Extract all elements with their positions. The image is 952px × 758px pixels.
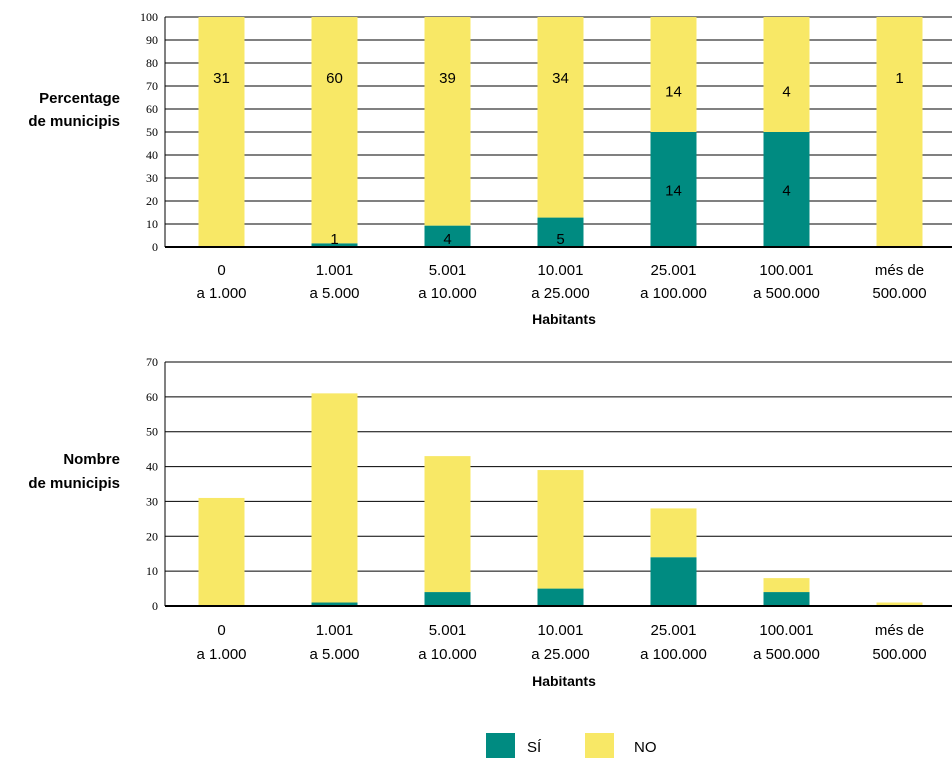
y-tick-label: 10 xyxy=(146,217,158,231)
y-tick-label: 40 xyxy=(146,148,158,162)
x-category-label: 25.001 xyxy=(651,262,697,279)
y-tick-label: 60 xyxy=(146,390,158,404)
legend-label-si: SÍ xyxy=(527,739,542,756)
x-category-label: més de xyxy=(875,622,924,639)
y-tick-label: 100 xyxy=(140,10,158,24)
y-tick-label: 30 xyxy=(146,494,158,508)
x-category-label: a 25.000 xyxy=(531,285,589,302)
bar-si xyxy=(650,557,697,606)
x-category-label: a 500.000 xyxy=(753,646,820,663)
y-tick-label: 50 xyxy=(146,425,158,439)
x-category-label: 0 xyxy=(217,262,225,279)
data-label-si: 14 xyxy=(665,183,682,200)
y-tick-label: 50 xyxy=(146,125,158,139)
x-category-label: 1.001 xyxy=(316,262,354,279)
data-label-si: 1 xyxy=(330,231,338,248)
bar-no xyxy=(424,456,471,593)
bar-no xyxy=(311,17,358,244)
x-category-label: 1.001 xyxy=(316,622,354,639)
y-tick-label: 80 xyxy=(146,56,158,70)
x-category-label: a 100.000 xyxy=(640,646,707,663)
y-axis-title: Percentage xyxy=(39,90,120,107)
y-tick-label: 40 xyxy=(146,460,158,474)
bar-no xyxy=(311,393,358,603)
x-category-label: 10.001 xyxy=(538,622,584,639)
data-label-no: 39 xyxy=(439,70,456,87)
bar-si xyxy=(424,225,471,247)
bar-si xyxy=(650,132,697,247)
chart-1: 0102030405060708090100311604395341414441… xyxy=(28,10,952,327)
y-tick-label: 90 xyxy=(146,33,158,47)
x-category-label: 0 xyxy=(217,622,225,639)
y-axis-title: de municipis xyxy=(28,113,120,130)
bar-no xyxy=(876,17,923,247)
data-label-no: 60 xyxy=(326,70,343,87)
x-category-label: 25.001 xyxy=(651,622,697,639)
x-category-label: 5.001 xyxy=(429,262,467,279)
x-category-label: 10.001 xyxy=(538,262,584,279)
y-tick-label: 20 xyxy=(146,194,158,208)
y-tick-label: 30 xyxy=(146,171,158,185)
x-category-label: a 5.000 xyxy=(309,646,359,663)
y-axis-title: de municipis xyxy=(28,475,120,492)
x-category-label: a 1.000 xyxy=(196,646,246,663)
y-tick-label: 70 xyxy=(146,355,158,369)
x-axis-title: Habitants xyxy=(532,673,596,689)
bar-no xyxy=(424,17,471,226)
bar-si xyxy=(311,243,358,247)
x-category-label: 500.000 xyxy=(872,646,926,663)
x-category-label: a 1.000 xyxy=(196,285,246,302)
x-category-label: a 10.000 xyxy=(418,285,476,302)
bar-no xyxy=(650,508,697,558)
x-category-label: 100.001 xyxy=(759,262,813,279)
x-category-label: 500.000 xyxy=(872,285,926,302)
x-category-label: a 5.000 xyxy=(309,285,359,302)
data-label-si: 4 xyxy=(782,183,790,200)
data-label-si: 5 xyxy=(556,231,564,248)
bar-no xyxy=(537,470,584,589)
y-tick-label: 10 xyxy=(146,564,158,578)
x-category-label: a 500.000 xyxy=(753,285,820,302)
y-axis-title: Nombre xyxy=(63,451,120,468)
bar-no xyxy=(763,578,810,593)
bar-no xyxy=(876,602,923,606)
data-label-no: 34 xyxy=(552,70,569,87)
bar-no xyxy=(537,17,584,218)
x-category-label: 5.001 xyxy=(429,622,467,639)
data-label-no: 14 xyxy=(665,84,682,101)
bar-no xyxy=(198,497,245,606)
x-category-label: a 25.000 xyxy=(531,646,589,663)
y-tick-label: 0 xyxy=(152,240,158,254)
chart-2: 0 10 20 30 40 50 60 70 0 a 1.000 1.001 a 5.000 5.001… xyxy=(28,355,952,689)
bar-si xyxy=(763,592,810,606)
bar-no xyxy=(763,17,810,132)
data-label-no: 1 xyxy=(895,70,903,87)
bar-no xyxy=(198,17,245,247)
data-label-si: 4 xyxy=(443,231,451,248)
y-tick-label: 60 xyxy=(146,102,158,116)
legend-label-no: NO xyxy=(634,739,657,756)
x-category-label: a 100.000 xyxy=(640,285,707,302)
x-axis-title: Habitants xyxy=(532,311,596,327)
legend-swatch-si xyxy=(486,733,515,758)
bar-si xyxy=(424,592,471,606)
bar-no xyxy=(650,17,697,132)
legend-swatch-no xyxy=(585,733,614,758)
y-tick-label: 20 xyxy=(146,529,158,543)
y-tick-label: 0 xyxy=(152,599,158,613)
bar-si xyxy=(311,602,358,606)
y-tick-label: 70 xyxy=(146,79,158,93)
data-label-no: 4 xyxy=(782,84,790,101)
data-label-no: 31 xyxy=(213,70,230,87)
bar-si xyxy=(763,132,810,247)
bar-si xyxy=(537,588,584,606)
x-category-label: 100.001 xyxy=(759,622,813,639)
x-category-label: més de xyxy=(875,262,924,279)
legend: SÍ NO xyxy=(486,733,657,758)
x-category-label: a 10.000 xyxy=(418,646,476,663)
bar-si xyxy=(537,217,584,247)
